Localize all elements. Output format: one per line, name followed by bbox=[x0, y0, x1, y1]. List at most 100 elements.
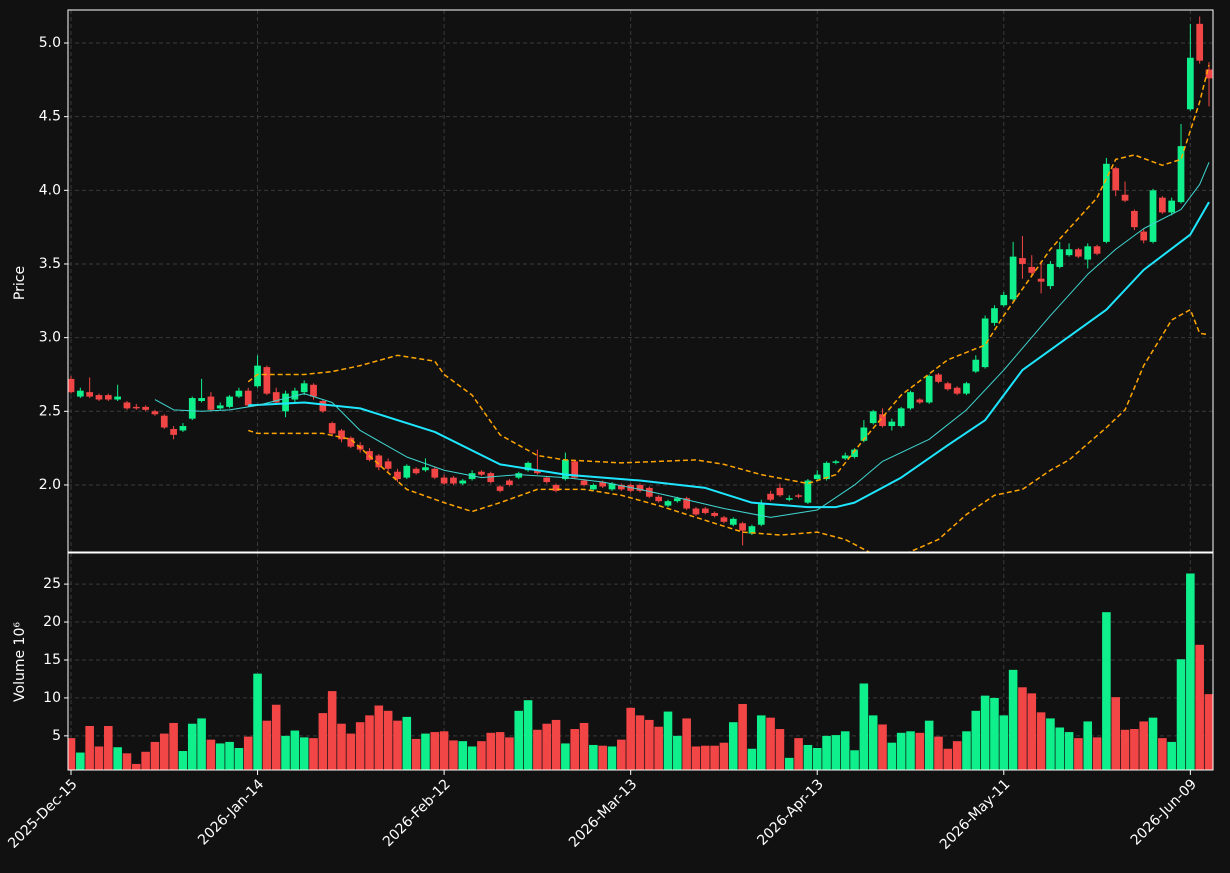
volume-bar bbox=[206, 739, 216, 770]
volume-bar bbox=[617, 739, 626, 770]
volume-bar bbox=[234, 747, 244, 770]
candle-body bbox=[123, 402, 131, 409]
candle-body bbox=[1009, 256, 1017, 300]
volume-bar bbox=[896, 732, 906, 770]
candle-body bbox=[655, 496, 663, 502]
candle-body bbox=[851, 449, 858, 457]
volume-bar bbox=[1130, 729, 1139, 770]
volume-bar bbox=[76, 752, 85, 770]
volume-bar bbox=[122, 753, 132, 770]
candle-body bbox=[384, 461, 392, 469]
volume-bar bbox=[290, 730, 300, 770]
volume-panel bbox=[68, 573, 1213, 770]
volume-bar bbox=[299, 737, 309, 770]
candle-body bbox=[142, 406, 149, 410]
candle-body bbox=[683, 498, 690, 509]
candle-body bbox=[431, 468, 439, 478]
volume-bar bbox=[784, 757, 794, 770]
candle-body bbox=[506, 480, 513, 485]
volume-bar bbox=[187, 723, 197, 770]
candle-body bbox=[832, 461, 840, 463]
y-tick-label: 5.0 bbox=[39, 35, 61, 51]
candle-body bbox=[1084, 246, 1092, 260]
candle-body bbox=[496, 486, 504, 491]
candle-body bbox=[1177, 146, 1185, 203]
candle-body bbox=[263, 367, 271, 394]
candle-body bbox=[1112, 168, 1120, 191]
volume-bar bbox=[169, 722, 178, 770]
volume-bar bbox=[747, 748, 757, 770]
volume-bar bbox=[393, 720, 402, 770]
candle-body bbox=[1131, 210, 1138, 228]
volume-bar bbox=[346, 733, 356, 770]
volume-bar bbox=[654, 726, 663, 770]
candle-body bbox=[1000, 294, 1008, 306]
volume-bar bbox=[1111, 697, 1121, 770]
volume-bar bbox=[943, 748, 953, 770]
volume-bar bbox=[337, 723, 346, 770]
candle-body bbox=[1093, 246, 1101, 254]
candle-body bbox=[935, 374, 942, 382]
y-axis-label: Price bbox=[12, 266, 28, 300]
candle-body bbox=[739, 523, 746, 531]
candle-body bbox=[338, 430, 345, 440]
candle-body bbox=[235, 390, 243, 397]
volume-bar bbox=[383, 710, 393, 770]
candle-body bbox=[450, 477, 457, 484]
candle-body bbox=[179, 426, 187, 431]
volume-bar bbox=[1139, 721, 1148, 770]
candle-body bbox=[188, 398, 196, 419]
volume-bar bbox=[775, 729, 785, 770]
volume-bar bbox=[1074, 738, 1083, 770]
volume-bar bbox=[906, 731, 915, 770]
candle-body bbox=[86, 392, 94, 397]
candle-body bbox=[310, 384, 317, 397]
volume-bar bbox=[1195, 644, 1204, 770]
volume-bar bbox=[701, 745, 710, 770]
overlay-line bbox=[247, 64, 1210, 485]
candle-body bbox=[692, 508, 700, 515]
overlay-line bbox=[248, 201, 1210, 509]
candle-body bbox=[757, 504, 765, 525]
volume-bar bbox=[990, 697, 999, 770]
candle-body bbox=[440, 477, 448, 484]
candle-body bbox=[1140, 231, 1148, 241]
volume-bar bbox=[477, 741, 486, 770]
volume-bar bbox=[635, 715, 645, 770]
volume-bar bbox=[1204, 694, 1213, 770]
volume-bar bbox=[150, 741, 160, 770]
candle-body bbox=[1168, 200, 1176, 213]
volume-bar bbox=[271, 704, 281, 770]
volume-bar bbox=[486, 732, 496, 770]
volume-bar bbox=[971, 710, 981, 770]
volume-bar bbox=[104, 725, 113, 770]
y-tick-label: 3.5 bbox=[39, 256, 61, 272]
candle-body bbox=[972, 359, 980, 372]
volume-bar bbox=[1055, 727, 1065, 770]
candle-body bbox=[767, 493, 774, 500]
volume-bar bbox=[831, 735, 841, 770]
price-frame bbox=[67, 9, 1214, 553]
candle-body bbox=[207, 396, 215, 410]
candle-body bbox=[76, 390, 84, 397]
volume-bar bbox=[868, 715, 878, 770]
volume-bar bbox=[514, 710, 524, 770]
candle-body bbox=[160, 415, 168, 428]
volume-bar bbox=[1167, 741, 1176, 770]
volume-bar bbox=[887, 742, 897, 770]
volume-bar bbox=[449, 740, 458, 770]
volume-bar bbox=[952, 741, 962, 770]
candle-body bbox=[599, 482, 607, 487]
candle-body bbox=[879, 414, 886, 427]
candle-body bbox=[515, 473, 523, 478]
candle-body bbox=[963, 383, 970, 394]
volume-bar bbox=[859, 683, 869, 770]
volume-bar bbox=[812, 747, 822, 770]
volume-bar bbox=[1027, 693, 1037, 770]
volume-bar bbox=[719, 742, 729, 770]
candle-body bbox=[1019, 258, 1026, 264]
volume-bar bbox=[523, 700, 533, 770]
candle-body bbox=[673, 498, 681, 502]
